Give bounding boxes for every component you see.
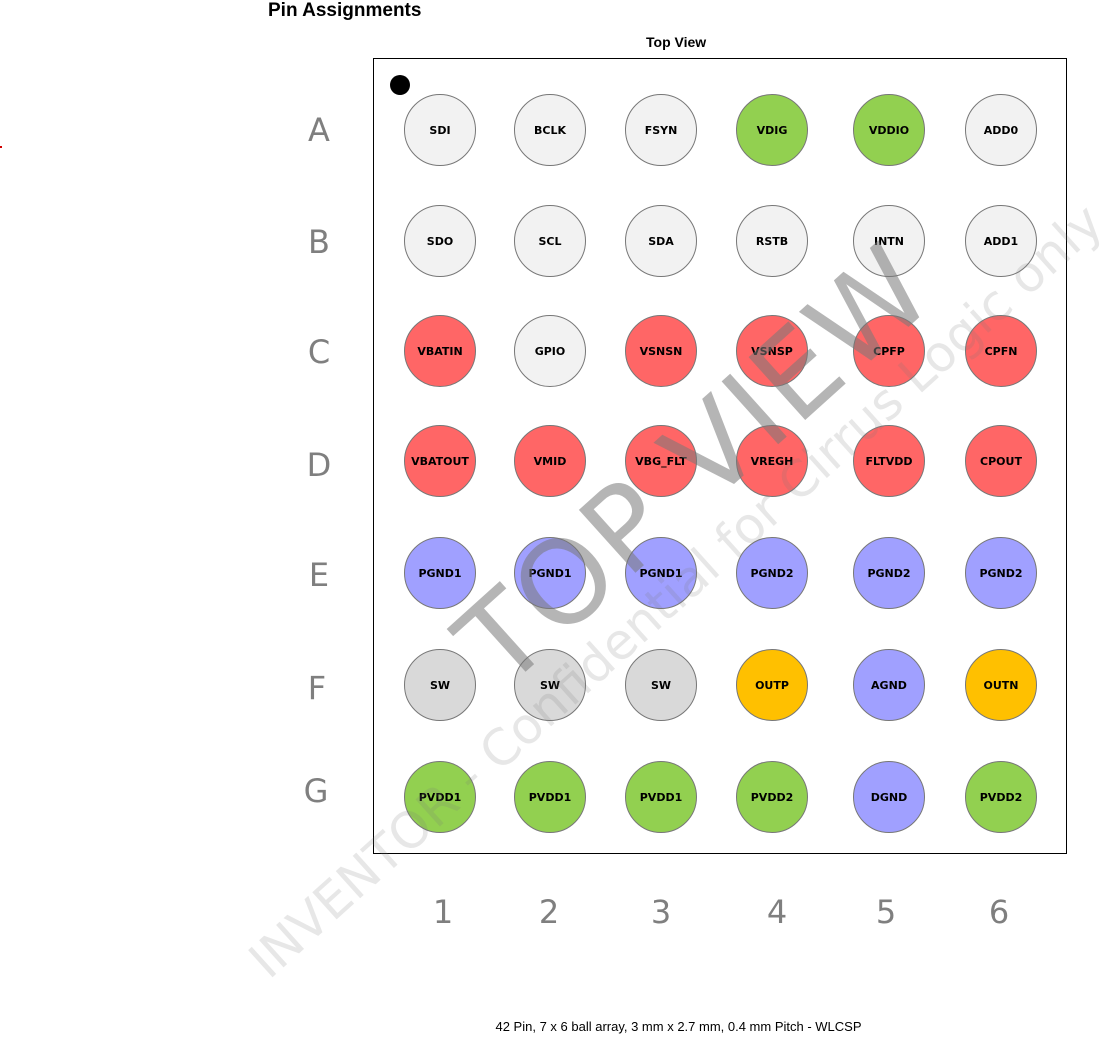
ball-d3: VBG_FLT bbox=[625, 425, 697, 497]
column-label-5: 5 bbox=[875, 893, 897, 931]
ball-d1: VBATOUT bbox=[404, 425, 476, 497]
ball-d6: CPOUT bbox=[965, 425, 1037, 497]
ball-e1: PGND1 bbox=[404, 537, 476, 609]
ball-b3: SDA bbox=[625, 205, 697, 277]
ball-b1: SDO bbox=[404, 205, 476, 277]
ball-d5: FLTVDD bbox=[853, 425, 925, 497]
column-label-2: 2 bbox=[538, 893, 560, 931]
ball-c4: VSNSP bbox=[736, 315, 808, 387]
ball-a6: ADD0 bbox=[965, 94, 1037, 166]
ball-c5: CPFP bbox=[853, 315, 925, 387]
ball-b5: INTN bbox=[853, 205, 925, 277]
row-label-a: A bbox=[308, 111, 330, 149]
ball-c2: GPIO bbox=[514, 315, 586, 387]
ball-g2: PVDD1 bbox=[514, 761, 586, 833]
column-label-3: 3 bbox=[650, 893, 672, 931]
package-caption: 42 Pin, 7 x 6 ball array, 3 mm x 2.7 mm,… bbox=[495, 1019, 862, 1034]
row-label-g: G bbox=[303, 772, 329, 810]
ball-g4: PVDD2 bbox=[736, 761, 808, 833]
row-label-f: F bbox=[307, 669, 327, 707]
ball-e4: PGND2 bbox=[736, 537, 808, 609]
ball-f4: OUTP bbox=[736, 649, 808, 721]
ball-e3: PGND1 bbox=[625, 537, 697, 609]
red-dot-mark bbox=[0, 146, 2, 148]
ball-c6: CPFN bbox=[965, 315, 1037, 387]
ball-g1: PVDD1 bbox=[404, 761, 476, 833]
column-label-6: 6 bbox=[988, 893, 1010, 931]
ball-f6: OUTN bbox=[965, 649, 1037, 721]
ball-f5: AGND bbox=[853, 649, 925, 721]
row-label-b: B bbox=[308, 223, 330, 261]
ball-f3: SW bbox=[625, 649, 697, 721]
ball-e2: PGND1 bbox=[514, 537, 586, 609]
ball-c3: VSNSN bbox=[625, 315, 697, 387]
ball-a5: VDDIO bbox=[853, 94, 925, 166]
column-label-1: 1 bbox=[432, 893, 454, 931]
ball-b4: RSTB bbox=[736, 205, 808, 277]
row-label-d: D bbox=[306, 446, 332, 484]
row-label-e: E bbox=[308, 556, 330, 594]
ball-e6: PGND2 bbox=[965, 537, 1037, 609]
top-view-title: Top View bbox=[646, 34, 707, 50]
row-label-c: C bbox=[307, 333, 331, 371]
ball-a1: SDI bbox=[404, 94, 476, 166]
ball-f2: SW bbox=[514, 649, 586, 721]
ball-f1: SW bbox=[404, 649, 476, 721]
pin1-marker-icon bbox=[390, 75, 410, 95]
ball-c1: VBATIN bbox=[404, 315, 476, 387]
page-heading: Pin Assignments bbox=[268, 0, 422, 21]
column-label-4: 4 bbox=[766, 893, 788, 931]
ball-a2: BCLK bbox=[514, 94, 586, 166]
ball-a3: FSYN bbox=[625, 94, 697, 166]
ball-g5: DGND bbox=[853, 761, 925, 833]
ball-g3: PVDD1 bbox=[625, 761, 697, 833]
ball-a4: VDIG bbox=[736, 94, 808, 166]
ball-d2: VMID bbox=[514, 425, 586, 497]
package-outline bbox=[373, 58, 1067, 854]
ball-b6: ADD1 bbox=[965, 205, 1037, 277]
ball-e5: PGND2 bbox=[853, 537, 925, 609]
ball-d4: VREGH bbox=[736, 425, 808, 497]
ball-b2: SCL bbox=[514, 205, 586, 277]
ball-g6: PVDD2 bbox=[965, 761, 1037, 833]
